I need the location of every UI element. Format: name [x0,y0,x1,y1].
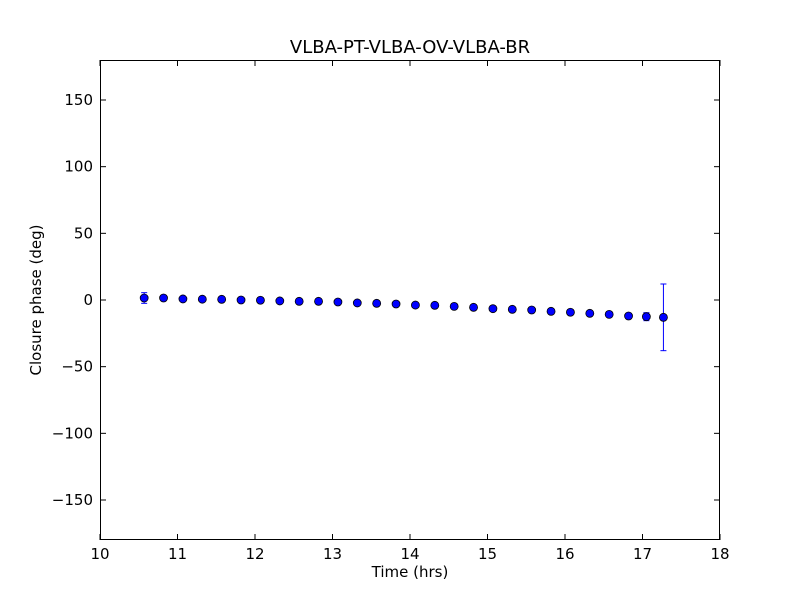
x-axis-label: Time (hrs) [371,563,449,581]
tick-labels: 10 11 12 13 14 15 16 17 18 −150 −100 −50 0 50 100 150 [52,91,730,563]
data-point [488,304,498,314]
plot-area [100,60,720,540]
x-tick-label: 11 [168,545,187,563]
data-point [178,294,188,304]
data-point [372,298,382,308]
data-point [624,311,633,321]
data-point [430,300,440,310]
x-tick-label: 18 [710,545,729,563]
data-point [294,296,304,306]
y-tick-label: 50 [74,224,93,242]
data-point [411,300,420,310]
data-point [566,307,575,317]
data-point [236,295,246,305]
x-tick-label: 12 [245,545,264,563]
data-point [546,306,556,316]
data-point [527,305,537,315]
data-point [585,308,595,318]
y-tick-label: −50 [61,358,93,376]
data-points [139,293,668,322]
data-point [352,298,362,308]
x-tick-label: 10 [90,545,109,563]
data-point [314,296,323,306]
data-point [217,294,227,304]
axis-ticks [99,60,721,540]
data-point [469,302,478,312]
x-tick-label: 14 [400,545,419,563]
x-tick-label: 16 [555,545,574,563]
data-point [641,312,651,322]
data-point [256,295,265,305]
data-point [659,312,668,322]
data-point [159,293,168,303]
y-tick-label: 100 [64,158,93,176]
y-tick-label: 0 [83,291,93,309]
data-point [507,304,517,314]
data-point [139,293,149,303]
data-point [391,299,401,309]
data-point [449,301,459,311]
y-tick-label: 150 [64,91,93,109]
data-point [333,297,343,307]
y-tick-label: −100 [52,424,93,442]
chart-title: VLBA-PT-VLBA-OV-VLBA-BR [290,37,530,58]
data-point [275,296,285,306]
y-axis-label: Closure phase (deg) [27,225,45,376]
data-point [604,309,614,319]
x-tick-label: 15 [478,545,497,563]
data-point [197,294,207,304]
x-tick-label: 17 [633,545,652,563]
x-tick-label: 13 [323,545,342,563]
y-tick-label: −150 [52,491,93,509]
